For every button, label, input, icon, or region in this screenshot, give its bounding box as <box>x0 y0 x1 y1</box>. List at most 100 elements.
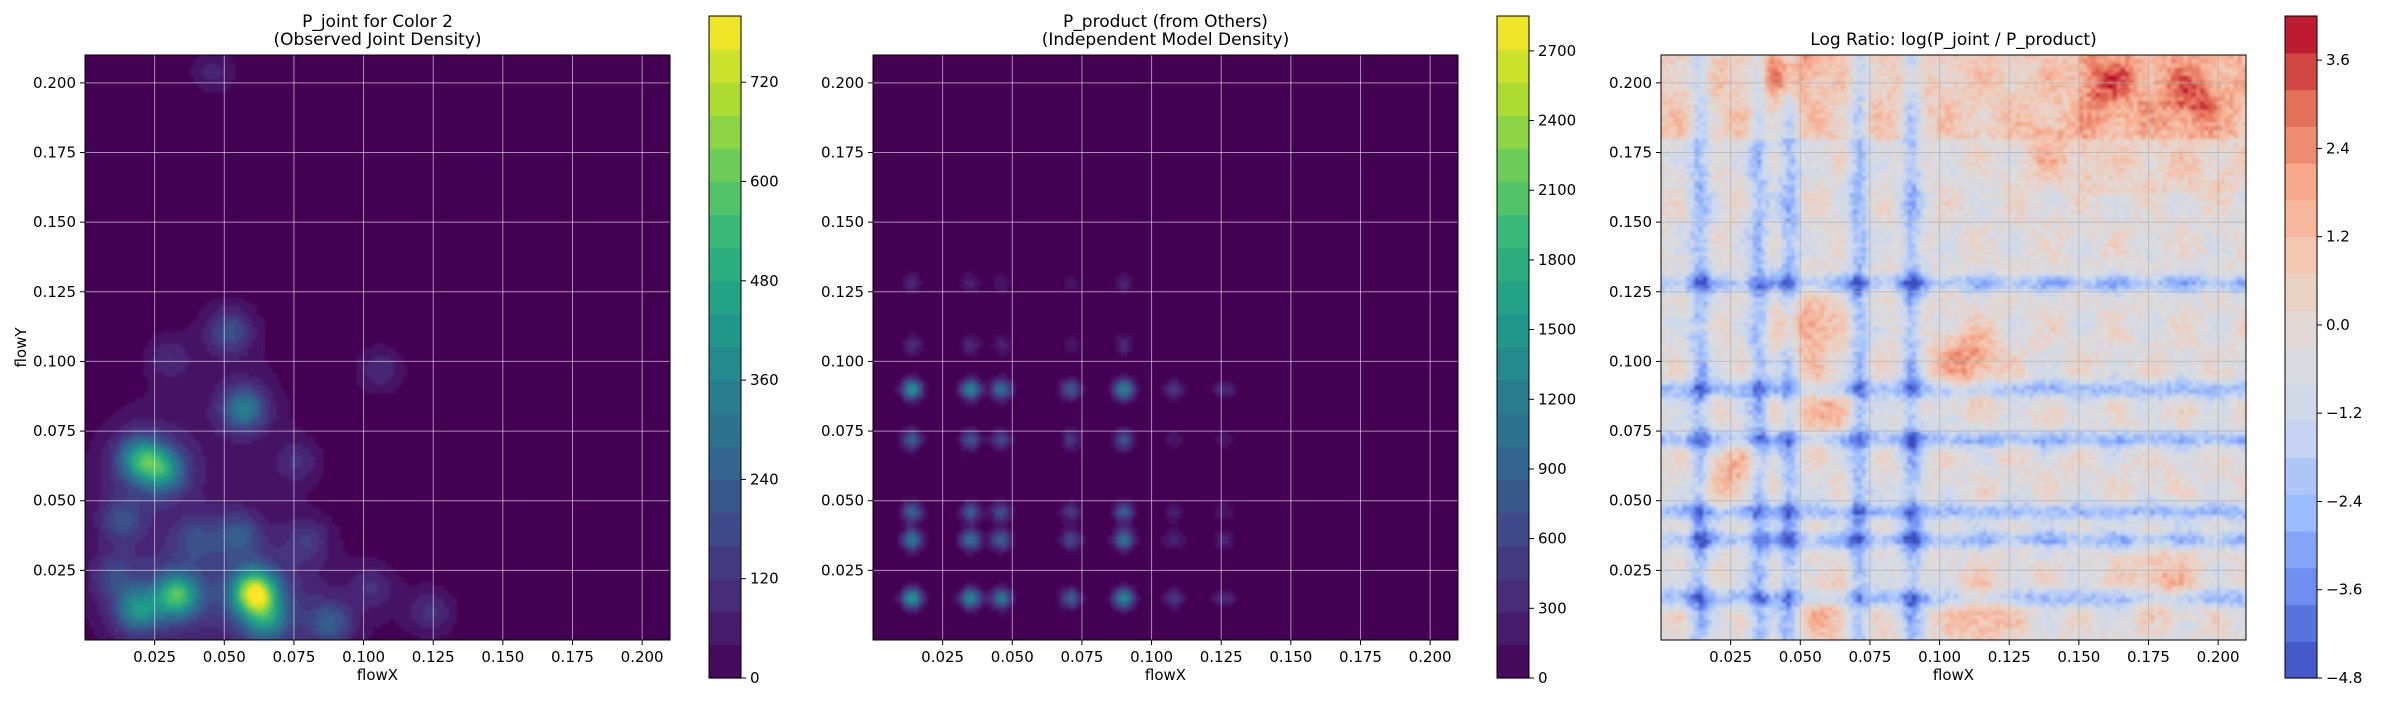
x-tick-label: 0.150 <box>481 648 524 666</box>
colorbar-band <box>709 347 741 381</box>
plot-frame <box>872 54 1459 641</box>
plot-frame <box>1660 54 2247 641</box>
colorbar-band <box>1497 82 1529 116</box>
colorbar-band <box>2285 89 2317 127</box>
colorbar-tick-label: 0.0 <box>2326 316 2350 334</box>
colorbar-band <box>2285 273 2317 311</box>
colorbar-band <box>1497 413 1529 447</box>
colorbar-tick-label: 600 <box>750 173 779 191</box>
y-tick-label: 0.150 <box>821 213 864 231</box>
colorbar-band <box>1497 644 1529 679</box>
x-tick-label: 0.100 <box>1130 648 1173 666</box>
colorbar-band <box>709 644 741 679</box>
panel-title: (Observed Joint Density) <box>273 30 481 50</box>
y-tick-label: 0.100 <box>1609 352 1652 370</box>
x-tick-label: 0.175 <box>2127 648 2170 666</box>
colorbar-band <box>2285 641 2317 679</box>
colorbar-band <box>709 16 741 50</box>
colorbar-tick-label: 300 <box>1538 599 1567 617</box>
x-tick-label: 0.050 <box>991 648 1034 666</box>
colorbar-tick-label: 0 <box>1538 669 1548 687</box>
colorbar-band <box>1497 16 1529 50</box>
panel-2: 0.025 0.050 0.075 0.100 0.125 0.150 0.175 0.200… <box>821 12 1576 687</box>
y-tick-label: 0.075 <box>1609 422 1652 440</box>
x-tick-label: 0.150 <box>2057 648 2100 666</box>
colorbar-band <box>2285 52 2317 91</box>
colorbar-band <box>2285 310 2317 348</box>
colorbar-band <box>709 82 741 116</box>
colorbar-tick-label: −1.2 <box>2326 404 2362 422</box>
colorbar-tick-label: 720 <box>750 73 779 91</box>
colorbar-band <box>709 313 741 348</box>
colorbar-band <box>709 578 741 613</box>
x-tick-label: 0.125 <box>1200 648 1243 666</box>
plot-frame <box>84 54 671 641</box>
colorbar-tick-label: 1.2 <box>2326 228 2350 246</box>
colorbar-tick-label: 240 <box>750 470 779 488</box>
x-tick-label: 0.200 <box>1409 648 1452 666</box>
x-tick-label: 0.150 <box>1269 648 1312 666</box>
y-tick-label: 0.100 <box>821 352 864 370</box>
y-tick-label: 0.025 <box>33 561 76 579</box>
y-tick-label: 0.175 <box>1609 144 1652 162</box>
x-tick-label: 0.175 <box>1339 648 1382 666</box>
colorbar-band <box>2285 604 2317 642</box>
colorbar-band <box>2285 420 2317 458</box>
colorbar-band <box>709 115 741 149</box>
colorbar-band <box>2285 494 2317 532</box>
colorbar-tick-label: 0 <box>750 669 760 687</box>
colorbar-band <box>2285 383 2317 422</box>
colorbar-tick-label: −2.4 <box>2326 492 2362 510</box>
colorbar-band <box>2285 163 2317 201</box>
colorbar-tick-label: 1800 <box>1538 251 1576 269</box>
y-tick-label: 0.125 <box>821 283 864 301</box>
y-tick-label: 0.050 <box>821 492 864 510</box>
y-tick-label: 0.150 <box>1609 213 1652 231</box>
colorbar: −4.8 −3.6 −2.4 −1.2 0.0 1.2 2.4 3.6 <box>2284 15 2362 687</box>
y-tick-label: 0.175 <box>821 144 864 162</box>
y-tick-label: 0.125 <box>1609 283 1652 301</box>
y-tick-label: 0.175 <box>33 144 76 162</box>
x-tick-label: 0.200 <box>2197 648 2240 666</box>
y-tick-label: 0.200 <box>821 74 864 92</box>
colorbar-band <box>1497 313 1529 348</box>
colorbar-tick-label: 1500 <box>1538 321 1576 339</box>
colorbar-band <box>1497 347 1529 381</box>
colorbar-band <box>709 413 741 447</box>
colorbar-tick-label: 1200 <box>1538 390 1576 408</box>
colorbar-band <box>709 49 741 83</box>
colorbar-band <box>709 148 741 183</box>
colorbar-band <box>1497 446 1529 480</box>
colorbar-band <box>2285 530 2317 569</box>
colorbar-tick-label: −3.6 <box>2326 581 2362 599</box>
colorbar-band <box>1497 578 1529 613</box>
colorbar-band <box>709 247 741 282</box>
colorbar-band <box>709 380 741 414</box>
y-tick-label: 0.125 <box>33 283 76 301</box>
heatmap-image <box>85 55 670 640</box>
colorbar-band <box>2285 457 2317 495</box>
colorbar-tick-label: 480 <box>750 272 779 290</box>
colorbar-band <box>709 214 741 249</box>
x-axis-label: flowX <box>357 666 398 684</box>
colorbar-band <box>2285 126 2317 164</box>
colorbar-tick-label: 2700 <box>1538 42 1576 60</box>
panel-title: P_joint for Color 2 <box>302 12 453 32</box>
colorbar-band <box>1497 611 1529 646</box>
colorbar-band <box>1497 214 1529 249</box>
y-tick-label: 0.075 <box>821 422 864 440</box>
colorbar-band <box>2285 347 2317 385</box>
x-tick-label: 0.050 <box>203 648 246 666</box>
heatmap-image <box>1661 55 2246 640</box>
x-tick-label: 0.075 <box>1848 648 1891 666</box>
colorbar-frame <box>708 15 742 679</box>
x-tick-label: 0.075 <box>1060 648 1103 666</box>
colorbar-band <box>1497 49 1529 83</box>
x-axis-label: flowX <box>1145 666 1186 684</box>
heatmap-image <box>873 55 1458 640</box>
y-axis-label: flowY <box>12 327 30 368</box>
x-tick-label: 0.075 <box>272 648 315 666</box>
colorbar-frame <box>1496 15 1530 679</box>
